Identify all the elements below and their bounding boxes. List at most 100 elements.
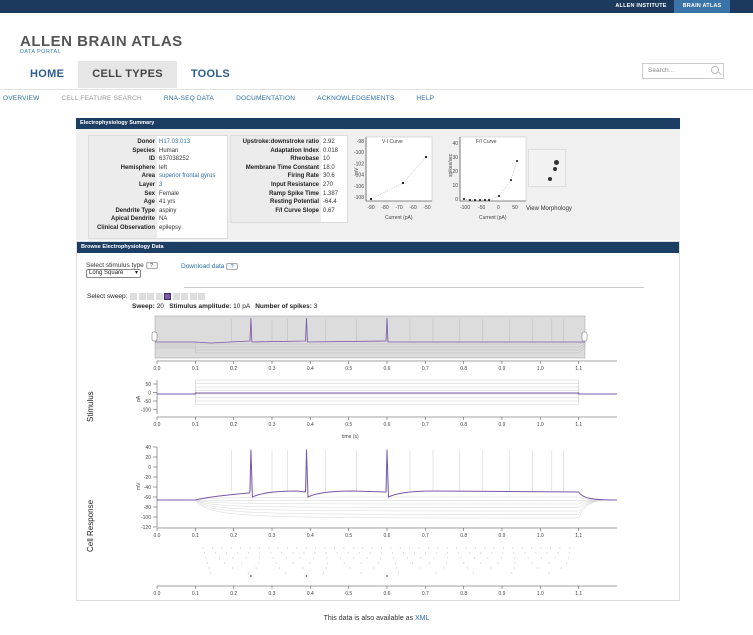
search-icon[interactable]: [711, 66, 719, 74]
time-axis-label: time (s): [342, 434, 359, 440]
sweep-navigator[interactable]: [154, 315, 586, 359]
table-row: Upstroke:downstroke ratio 2.92: [231, 138, 347, 146]
x-tick-label: 0.1: [192, 591, 199, 597]
table-row: Rheobase 10: [231, 155, 347, 163]
fi-xlabel: Current (pA): [479, 215, 507, 221]
x-tick-label: 0.9: [499, 422, 506, 428]
sweep-swatch[interactable]: [189, 293, 197, 300]
x-tick-label: 1.1: [575, 533, 582, 539]
sweep-swatch[interactable]: [198, 293, 205, 300]
search-input[interactable]: Search...: [642, 63, 724, 79]
subnav-cell-feature-search[interactable]: CELL FEATURE SEARCH: [61, 95, 142, 102]
sweep-swatch[interactable]: [155, 293, 163, 300]
table-row: ID 637038252: [89, 155, 227, 163]
subnav-help[interactable]: HELP: [416, 95, 435, 102]
sweep-swatch[interactable]: [130, 293, 137, 300]
row-value[interactable]: 3: [159, 182, 163, 188]
tick-label: 30: [452, 155, 458, 161]
row-value: -64.4: [323, 199, 337, 206]
allen-institute-link[interactable]: ALLEN INSTITUTE: [615, 3, 667, 9]
sweep-label: Sweep:: [132, 303, 155, 310]
row-key: Adaptation Index: [270, 147, 319, 154]
brain-atlas-link[interactable]: BRAIN ATLAS: [674, 0, 730, 13]
table-row: Resting Potential -64.4: [231, 198, 347, 206]
row-value[interactable]: superior frontal gyrus: [159, 173, 216, 180]
tick-label: -100: [460, 205, 470, 211]
download-data-text[interactable]: Download data: [181, 263, 225, 271]
x-tick-label: 1.1: [575, 366, 582, 372]
table-row: Ramp Spike Time 1.387: [231, 190, 347, 198]
x-tick-label: 0.9: [499, 533, 506, 539]
download-data-link[interactable]: Download data ?: [181, 263, 239, 271]
browse-ephys-panel: Browse Electrophysiology Data Select sti…: [76, 241, 680, 601]
tick-label: -80: [381, 205, 388, 211]
stim-y-tick: 50: [145, 382, 151, 388]
view-morphology-link[interactable]: View Morphology: [526, 206, 572, 212]
row-value[interactable]: H17.03.013: [159, 139, 191, 145]
row-key: Firing Rate: [287, 173, 319, 180]
logo-subtitle: DATA PORTAL: [20, 49, 61, 55]
row-value: 0.018: [323, 147, 339, 154]
morphology-thumbnail[interactable]: [528, 149, 566, 187]
stimulus-type-select[interactable]: Long Square: [86, 269, 141, 278]
navigator-right-handle[interactable]: [581, 331, 588, 342]
xml-link[interactable]: XML: [415, 615, 430, 622]
nav-cell-types[interactable]: CELL TYPES: [78, 61, 177, 88]
footer: This data is also available as XML: [0, 615, 753, 622]
x-tick-label: 0.5: [345, 422, 352, 428]
x-tick-label: 0.1: [192, 422, 199, 428]
sub-nav: OVERVIEW CELL FEATURE SEARCH RNA-SEQ DAT…: [0, 95, 434, 105]
x-tick-label: 0.8: [460, 366, 467, 372]
tick-label: -50: [478, 205, 485, 211]
sweep-info: Sweep: 20 Stimulus amplitude: 10 pA Numb…: [132, 303, 317, 310]
subnav-overview[interactable]: OVERVIEW: [3, 95, 40, 102]
row-key: F/I Curve Slope: [275, 207, 319, 214]
sweep-swatch[interactable]: [164, 293, 171, 300]
select-sweep-label: Select sweep:: [87, 293, 128, 300]
table-row: Clinical Observation epilepsy: [89, 224, 227, 232]
subnav-rna-seq[interactable]: RNA-SEQ DATA: [163, 95, 215, 102]
tick-label: -60: [409, 205, 416, 211]
sweep-swatch[interactable]: [138, 293, 146, 300]
stimulus-help-button[interactable]: ?: [145, 262, 158, 269]
divider: [184, 287, 644, 288]
x-tick-label: 0.2: [230, 422, 237, 428]
x-tick-label: 0.1: [192, 533, 199, 539]
subnav-acknowledgements[interactable]: ACKNOWLEDGEMENTS: [317, 95, 395, 102]
x-tick-label: 0.0: [154, 422, 161, 428]
main-nav: HOME CELL TYPES TOOLS: [20, 61, 244, 88]
stimulus-axis-label: Stimulus: [86, 391, 95, 422]
sweep-swatch[interactable]: [147, 293, 154, 300]
sweep-swatch[interactable]: [181, 293, 188, 300]
stimulus-unit: pA: [136, 395, 142, 402]
row-key: Donor: [137, 139, 155, 145]
row-value: 637038252: [159, 156, 190, 163]
table-row: Adaptation Index 0.018: [231, 147, 347, 155]
fi-title: F/I Curve: [476, 139, 497, 145]
row-value: left: [159, 164, 168, 171]
site-logo[interactable]: ALLEN BRAIN ATLAS DATA PORTAL: [20, 33, 183, 55]
tick-label: 20: [452, 169, 458, 175]
x-tick-label: 0.9: [499, 591, 506, 597]
table-row: Apical Dendrite NA: [89, 215, 227, 223]
row-key: Layer: [138, 182, 155, 188]
navigator-left-handle[interactable]: [151, 331, 158, 342]
nav-home[interactable]: HOME: [30, 68, 65, 80]
x-tick-label: 0.0: [154, 591, 161, 597]
nav-tools[interactable]: TOOLS: [190, 68, 231, 80]
x-tick-label: 0.4: [307, 591, 314, 597]
x-tick-label: 0.8: [460, 533, 467, 539]
row-value: aspiny: [159, 207, 177, 214]
table-row: Firing Rate 30.6: [231, 172, 347, 180]
resp-y-tick: -80: [144, 505, 151, 511]
table-row: Donor H17.03.013: [89, 138, 227, 146]
spikes-label: Number of spikes:: [255, 303, 312, 310]
row-value: 18.0: [323, 164, 335, 171]
download-help-button[interactable]: ?: [226, 263, 239, 270]
fi-point: [474, 199, 476, 201]
x-tick-label: 0.6: [384, 366, 391, 372]
sweep-swatch[interactable]: [172, 293, 180, 300]
subnav-documentation[interactable]: DOCUMENTATION: [236, 95, 296, 102]
x-tick-label: 1.0: [537, 533, 544, 539]
